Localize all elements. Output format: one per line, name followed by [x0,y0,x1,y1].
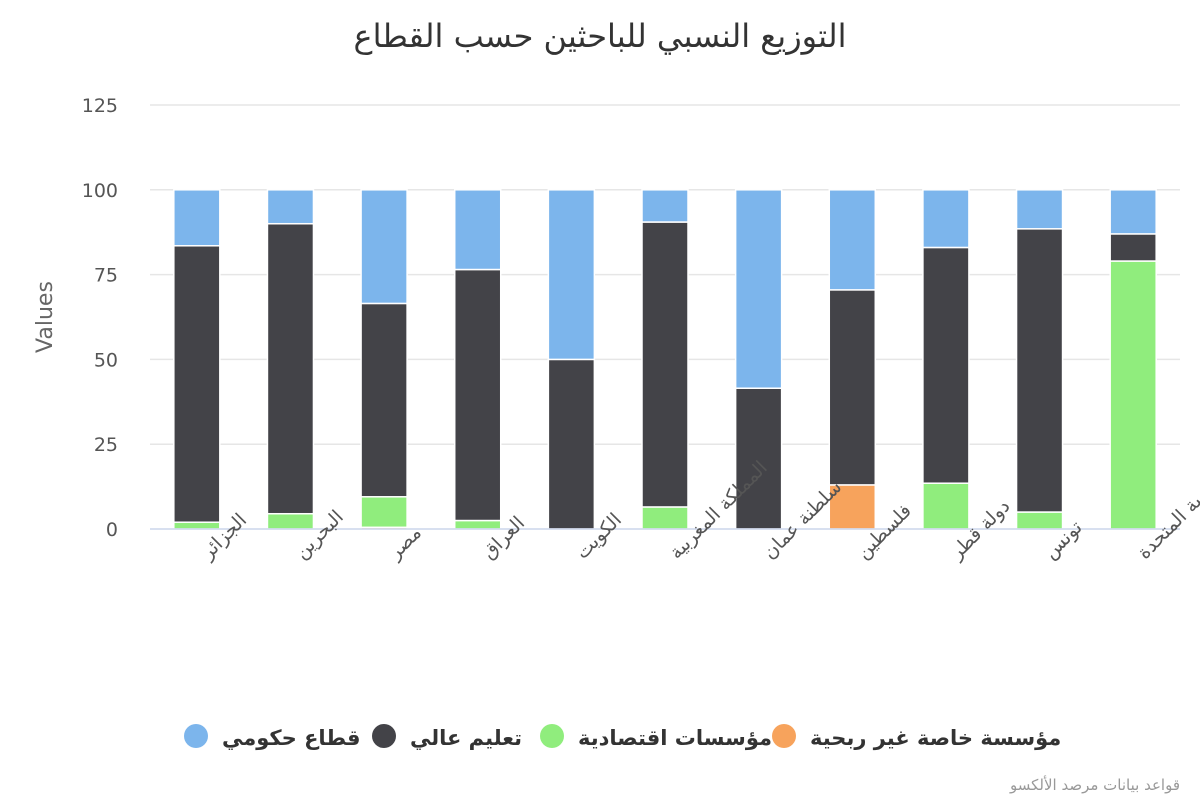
y-tick-label: 75 [94,265,118,287]
y-tick-label: 0 [106,519,118,541]
legend-marker [772,724,796,748]
legend-item[interactable]: مؤسسة خاصة غير ربحية [772,724,1061,750]
bar-segment[interactable] [922,482,970,530]
legend-label: تعليم عالي [410,726,522,750]
legend-marker [372,724,396,748]
bar-segment[interactable] [547,358,596,530]
bar-segment[interactable] [1015,228,1064,513]
credit-text[interactable]: قواعد بيانات مرصد الألكسو [1009,775,1180,794]
bar-segment[interactable] [734,387,783,530]
legend-item[interactable]: مؤسسات اقتصادية [540,724,772,750]
bar-segment[interactable] [641,506,689,530]
bar-segment[interactable] [922,189,970,249]
legend-marker [540,724,564,748]
bar-segment[interactable] [1015,189,1064,230]
bar-segment[interactable] [266,512,315,530]
bar-segment[interactable] [828,189,877,291]
bars [173,189,1157,530]
bar-segment[interactable] [266,189,315,225]
bar-segment[interactable] [828,484,877,530]
bar-segment[interactable] [173,189,221,247]
bar-segment[interactable] [1109,233,1157,262]
bar-segment[interactable] [734,189,783,389]
bar-segment[interactable] [360,496,408,529]
bar-segment[interactable] [173,245,221,523]
y-tick-label: 125 [82,95,118,117]
bar-segment[interactable] [173,521,221,530]
bar-segment[interactable] [360,189,408,305]
bar-segment[interactable] [641,221,689,508]
y-axis-label: Values [33,281,58,353]
legend-item[interactable]: تعليم عالي [372,724,522,750]
y-tick-label: 100 [82,180,118,202]
bar-segment[interactable] [453,268,502,522]
legend-label: مؤسسات اقتصادية [578,726,772,750]
bar-segment[interactable] [641,189,689,223]
bar-segment[interactable] [453,189,502,271]
y-axis-tick-labels: 0 25 50 75 100 125 [82,95,118,541]
legend-item[interactable]: قطاع حكومي [184,724,361,750]
bar-segment[interactable] [1109,260,1157,530]
bar-segment[interactable] [453,519,502,530]
legend-label: مؤسسة خاصة غير ربحية [810,726,1061,750]
legend-label: قطاع حكومي [222,726,361,750]
legend-marker [184,724,208,748]
bar-segment[interactable] [1015,511,1064,530]
bar-segment[interactable] [266,222,315,515]
legend: قطاع حكومي تعليم عالي مؤسسات اقتصادية مؤسسة… [184,724,1061,750]
chart-title: التوزيع النسبي للباحثين حسب القطاع [354,17,847,55]
bar-segment[interactable] [922,246,970,484]
y-tick-label: 25 [94,434,118,456]
bar-segment[interactable] [547,189,596,361]
bar-segment[interactable] [360,302,408,498]
bar-segment[interactable] [1109,189,1157,235]
bar-segment[interactable] [828,289,877,486]
y-tick-label: 50 [94,349,118,371]
